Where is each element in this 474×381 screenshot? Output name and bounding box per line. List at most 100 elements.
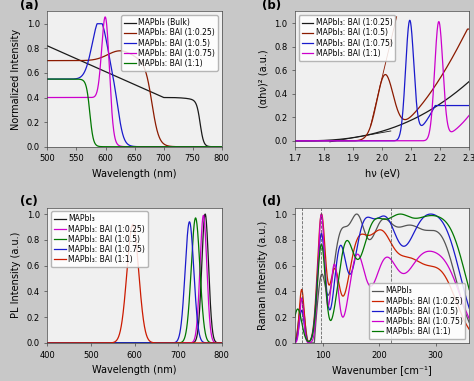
MAPbI₃: BAI (1:0.5): (740, 0.97): BAI (1:0.5): (740, 0.97) xyxy=(193,216,199,220)
MAPbI₃: BAI (1:1): (675, 2.76e-08): BAI (1:1): (675, 2.76e-08) xyxy=(164,341,170,345)
MAPbI₃: BAI (1:0.5): (734, 9.81e-11): BAI (1:0.5): (734, 9.81e-11) xyxy=(181,144,186,149)
MAPbI₃: BAI (1:0.5): (91.1, 0.597): BAI (1:0.5): (91.1, 0.597) xyxy=(315,264,321,268)
MAPbI₃: BAI (1:1): (2.18, 0.518): BAI (1:1): (2.18, 0.518) xyxy=(431,78,437,82)
MAPbI₃: BAI (1:0.75): (2.17, 0.235): BAI (1:0.75): (2.17, 0.235) xyxy=(428,111,434,115)
Line: MAPbI₃ (Bulk): MAPbI₃ (Bulk) xyxy=(47,46,222,147)
Y-axis label: (αhν)² (a.u.): (αhν)² (a.u.) xyxy=(258,50,268,108)
MAPbI₃: BAI (1:1): (1.7, 9.28e-267): BAI (1:1): (1.7, 9.28e-267) xyxy=(292,139,298,143)
MAPbI₃: BAI (1:1): (2.17, 0.159): BAI (1:1): (2.17, 0.159) xyxy=(428,120,434,124)
Text: (b): (b) xyxy=(262,0,281,12)
MAPbI₃: BAI (1:1): (400, 5.6e-47): BAI (1:1): (400, 5.6e-47) xyxy=(45,341,50,345)
MAPbI₃: BAI (1:0.25): (500, 0.7): BAI (1:0.25): (500, 0.7) xyxy=(45,58,50,63)
MAPbI₃: BAI (1:0.25): (740, 3.37e-05): BAI (1:0.25): (740, 3.37e-05) xyxy=(184,144,190,149)
X-axis label: Wavenumber [cm⁻¹]: Wavenumber [cm⁻¹] xyxy=(332,365,432,375)
MAPbI₃ xyxy=(354,212,360,216)
MAPbI₃: BAI (1:0.5): (740, 3.33e-11): BAI (1:0.5): (740, 3.33e-11) xyxy=(184,144,190,149)
MAPbI₃: BAI (1:1): (2.3, 0.218): BAI (1:1): (2.3, 0.218) xyxy=(466,113,472,117)
MAPbI₃: BAI (1:0.25): (1.94, 0.0461): BAI (1:0.25): (1.94, 0.0461) xyxy=(363,133,368,138)
MAPbI₃: BAI (1:0.75): (2.3, 0.3): BAI (1:0.75): (2.3, 0.3) xyxy=(466,103,472,108)
MAPbI₃: BAI (1:0.5): (1.76, 8.36e-18): BAI (1:0.5): (1.76, 8.36e-18) xyxy=(310,139,316,143)
MAPbI₃: BAI (1:0.25): (91.1, 0.698): BAI (1:0.25): (91.1, 0.698) xyxy=(315,251,321,255)
MAPbI₃: BAI (1:0.5): (800, 1.9e-16): BAI (1:0.5): (800, 1.9e-16) xyxy=(219,144,225,149)
MAPbI₃: BAI (1:0.25): (2.18, 0.281): BAI (1:0.25): (2.18, 0.281) xyxy=(431,106,437,110)
MAPbI₃: BAI (1:0.5): (400, 6.94e-257): BAI (1:0.5): (400, 6.94e-257) xyxy=(45,341,50,345)
Legend: MAPbI₃ (Bulk), MAPbI₃: BAI (1:0.25), MAPbI₃: BAI (1:0.5), MAPbI₃: BAI (1:0.75), : MAPbI₃ (Bulk), MAPbI₃: BAI (1:0.25), MAP… xyxy=(121,15,218,71)
MAPbI₃: BAI (1:0.25): (719, 3.71e-06): BAI (1:0.25): (719, 3.71e-06) xyxy=(183,341,189,345)
Legend: MAPbI₃, MAPbI₃: BAI (1:0.25), MAPbI₃: BAI (1:0.5), MAPbI₃: BAI (1:0.75), MAPbI₃:: MAPbI₃, MAPbI₃: BAI (1:0.25), MAPbI₃: BA… xyxy=(369,283,465,339)
MAPbI₃: BAI (1:0.75): (220, 0.652): BAI (1:0.75): (220, 0.652) xyxy=(388,257,393,261)
MAPbI₃: BAI (1:1): (213, 0.96): BAI (1:1): (213, 0.96) xyxy=(384,217,390,221)
MAPbI₃: BAI (1:0.5): (562, 3.92e-71): BAI (1:0.5): (562, 3.92e-71) xyxy=(115,341,121,345)
MAPbI₃ (Bulk) xyxy=(115,75,121,80)
MAPbI₃: BAI (1:1): (50, 0.205): BAI (1:1): (50, 0.205) xyxy=(292,314,298,319)
MAPbI₃: BAI (1:1): (562, 0.0358): BAI (1:1): (562, 0.0358) xyxy=(115,336,121,341)
MAPbI₃: BAI (1:0.5): (441, 4.81e-199): BAI (1:0.5): (441, 4.81e-199) xyxy=(63,341,68,345)
MAPbI₃: BAI (1:1): (734, 2.77e-24): BAI (1:1): (734, 2.77e-24) xyxy=(181,144,186,149)
MAPbI₃: BAI (1:0.5): (1.94, 0.037): BAI (1:0.5): (1.94, 0.037) xyxy=(363,134,368,139)
MAPbI₃: BAI (1:0.5): (586, 1): BAI (1:0.5): (586, 1) xyxy=(94,21,100,26)
MAPbI₃: BAI (1:0.5): (102, 0.664): BAI (1:0.5): (102, 0.664) xyxy=(321,255,327,259)
MAPbI₃: BAI (1:0.75): (441, 6.23e-181): BAI (1:0.75): (441, 6.23e-181) xyxy=(63,341,68,345)
MAPbI₃: BAI (1:0.5): (712, 0.0173): BAI (1:0.5): (712, 0.0173) xyxy=(181,338,186,343)
MAPbI₃ (Bulk) xyxy=(183,96,189,101)
MAPbI₃: BAI (1:1): (531, 0.55): BAI (1:1): (531, 0.55) xyxy=(63,77,68,82)
MAPbI₃: BAI (1:0.25): (734, 8.31e-05): BAI (1:0.25): (734, 8.31e-05) xyxy=(181,144,186,149)
MAPbI₃: BAI (1:1): (237, 1): BAI (1:1): (237, 1) xyxy=(398,212,403,216)
MAPbI₃: BAI (1:0.5): (2.11, 0.239): BAI (1:0.5): (2.11, 0.239) xyxy=(412,110,418,115)
MAPbI₃: BAI (1:1): (596, 0.92): BAI (1:1): (596, 0.92) xyxy=(130,222,136,227)
MAPbI₃ (Bulk) xyxy=(164,95,170,100)
MAPbI₃: BAI (1:0.5): (632, 0.0626): BAI (1:0.5): (632, 0.0626) xyxy=(121,137,127,141)
MAPbI₃: BAI (1:0.75): (213, 0.665): BAI (1:0.75): (213, 0.665) xyxy=(384,255,390,259)
Line: MAPbI₃: MAPbI₃ xyxy=(47,214,222,343)
MAPbI₃: BAI (1:1): (2.11, 3.33e-08): BAI (1:1): (2.11, 3.33e-08) xyxy=(412,139,418,143)
X-axis label: Wavelength (nm): Wavelength (nm) xyxy=(92,169,177,179)
MAPbI₃: BAI (1:0.5): (622, 0.307): BAI (1:0.5): (622, 0.307) xyxy=(115,107,121,111)
Legend: MAPbI₃, MAPbI₃: BAI (1:0.25), MAPbI₃: BAI (1:0.5), MAPbI₃: BAI (1:0.75), MAPbI₃:: MAPbI₃, MAPbI₃: BAI (1:0.25), MAPbI₃: BA… xyxy=(51,211,148,267)
MAPbI₃: BAI (1:0.75): (2.11, 0.516): BAI (1:0.75): (2.11, 0.516) xyxy=(412,78,418,82)
MAPbI₃: BAI (1:0.25): (531, 0.7): BAI (1:0.25): (531, 0.7) xyxy=(63,58,68,63)
MAPbI₃: BAI (1:0.75): (706, 8.48e-12): BAI (1:0.75): (706, 8.48e-12) xyxy=(164,144,170,149)
MAPbI₃: BAI (1:0.5): (360, 0.268): BAI (1:0.5): (360, 0.268) xyxy=(466,306,472,311)
Line: MAPbI₃: BAI (1:0.5): MAPbI₃: BAI (1:0.5) xyxy=(295,29,469,141)
MAPbI₃: BAI (1:0.75): (91.4, 0.607): BAI (1:0.75): (91.4, 0.607) xyxy=(315,263,321,267)
MAPbI₃: BAI (1:0.25): (562, 5.99e-139): BAI (1:0.25): (562, 5.99e-139) xyxy=(115,341,121,345)
MAPbI₃: BAI (1:0.25): (576, 2.17e-119): BAI (1:0.25): (576, 2.17e-119) xyxy=(121,341,127,345)
MAPbI₃: BAI (1:0.25): (712, 2.35e-08): BAI (1:0.25): (712, 2.35e-08) xyxy=(181,341,186,345)
Y-axis label: PL Intensity (a.u.): PL Intensity (a.u.) xyxy=(11,232,21,319)
MAPbI₃ xyxy=(321,280,327,285)
Line: MAPbI₃: BAI (1:0.25): MAPbI₃: BAI (1:0.25) xyxy=(47,51,222,147)
MAPbI₃: BAI (1:1): (632, 1.51e-09): BAI (1:1): (632, 1.51e-09) xyxy=(121,144,127,149)
Line: MAPbI₃: BAI (1:0.75): MAPbI₃: BAI (1:0.75) xyxy=(47,17,222,147)
MAPbI₃: BAI (1:0.25): (2.3, 0.505): BAI (1:0.25): (2.3, 0.505) xyxy=(466,79,472,84)
Y-axis label: Raman Intensity (a.u.): Raman Intensity (a.u.) xyxy=(258,221,268,330)
MAPbI₃: BAI (1:0.75): (726, 0.94): BAI (1:0.75): (726, 0.94) xyxy=(187,219,192,224)
MAPbI₃ xyxy=(466,320,472,325)
Line: MAPbI₃: MAPbI₃ xyxy=(295,214,469,343)
MAPbI₃: BAI (1:0.75): (712, 0.341): BAI (1:0.75): (712, 0.341) xyxy=(181,297,186,301)
MAPbI₃: BAI (1:0.75): (734, 7.88e-15): BAI (1:0.75): (734, 7.88e-15) xyxy=(181,144,186,149)
MAPbI₃ xyxy=(384,217,390,222)
MAPbI₃ (Bulk) xyxy=(219,144,225,149)
MAPbI₃: BAI (1:1): (185, 0.907): BAI (1:1): (185, 0.907) xyxy=(368,224,374,228)
MAPbI₃: BAI (1:0.75): (800, 6.91e-13): BAI (1:0.75): (800, 6.91e-13) xyxy=(219,341,225,345)
Legend: MAPbI₃: BAI (1:0.25), MAPbI₃: BAI (1:0.5), MAPbI₃: BAI (1:0.75), MAPbI₃: BAI (1:: MAPbI₃: BAI (1:0.25), MAPbI₃: BAI (1:0.5… xyxy=(299,15,395,61)
Line: MAPbI₃: BAI (1:1): MAPbI₃: BAI (1:1) xyxy=(47,224,222,343)
Line: MAPbI₃: BAI (1:1): MAPbI₃: BAI (1:1) xyxy=(295,22,469,141)
MAPbI₃: BAI (1:0.25): (621, 0.779): BAI (1:0.25): (621, 0.779) xyxy=(115,49,121,53)
MAPbI₃: BAI (1:0.25): (625, 0.78): BAI (1:0.25): (625, 0.78) xyxy=(117,48,123,53)
MAPbI₃: BAI (1:1): (800, 7.91e-51): BAI (1:1): (800, 7.91e-51) xyxy=(219,341,225,345)
MAPbI₃: BAI (1:0.75): (531, 0.4): BAI (1:0.75): (531, 0.4) xyxy=(63,95,68,100)
MAPbI₃: BAI (1:0.5): (2.3, 0.95): BAI (1:0.5): (2.3, 0.95) xyxy=(466,27,472,31)
Line: MAPbI₃: BAI (1:1): MAPbI₃: BAI (1:1) xyxy=(295,214,469,341)
MAPbI₃: BAI (1:0.25): (220, 0.786): BAI (1:0.25): (220, 0.786) xyxy=(387,239,393,244)
Text: (d): (d) xyxy=(262,195,281,208)
MAPbI₃: BAI (1:0.75): (562, 1.6e-60): BAI (1:0.75): (562, 1.6e-60) xyxy=(115,341,121,345)
MAPbI₃: BAI (1:0.25): (675, 1.19e-25): BAI (1:0.25): (675, 1.19e-25) xyxy=(164,341,170,345)
Line: MAPbI₃: BAI (1:0.75): MAPbI₃: BAI (1:0.75) xyxy=(295,20,469,141)
MAPbI₃: BAI (1:1): (739, 4.57e-25): BAI (1:1): (739, 4.57e-25) xyxy=(183,144,189,149)
MAPbI₃: BAI (1:0.75): (599, 1.06): BAI (1:0.75): (599, 1.06) xyxy=(102,14,108,19)
MAPbI₃: BAI (1:0.25): (2.11, 0.19): BAI (1:0.25): (2.11, 0.19) xyxy=(412,116,418,121)
MAPbI₃ xyxy=(181,341,186,345)
MAPbI₃ (Bulk) xyxy=(121,78,127,82)
MAPbI₃: BAI (1:1): (91.4, 0.554): BAI (1:1): (91.4, 0.554) xyxy=(315,269,321,274)
